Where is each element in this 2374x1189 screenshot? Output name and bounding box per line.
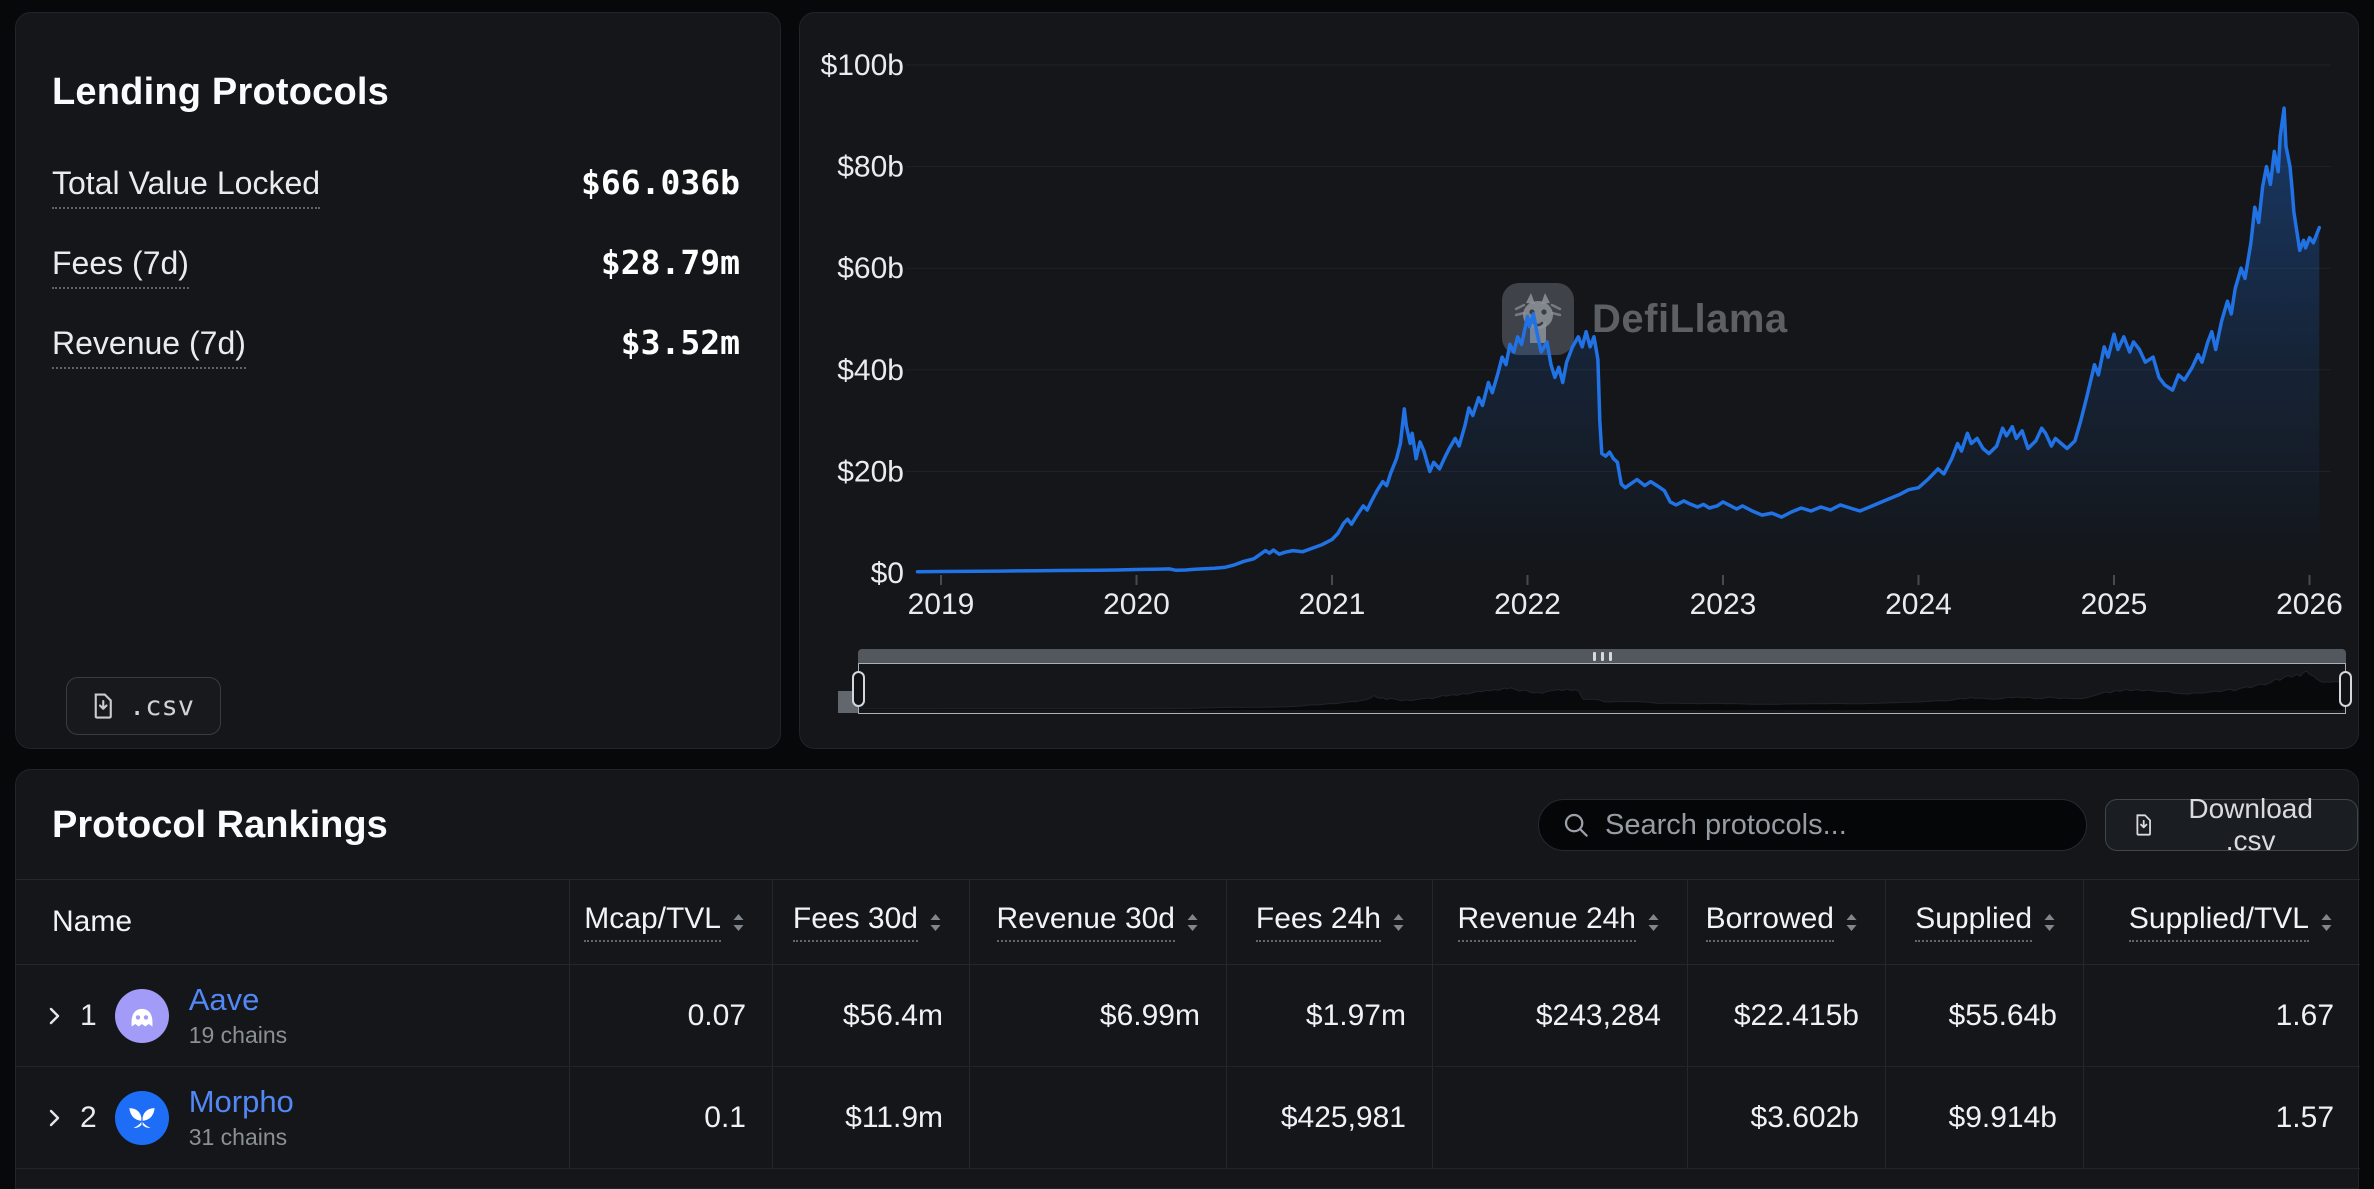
svg-text:2019: 2019 bbox=[908, 588, 975, 621]
csv-download-button[interactable]: .csv bbox=[66, 677, 222, 735]
svg-text:2022: 2022 bbox=[1494, 588, 1561, 621]
protocol-rankings-panel: Protocol Rankings Download .csv Name Mca… bbox=[15, 769, 2360, 1189]
cell-supplied-tvl: 1.67 bbox=[2275, 998, 2334, 1032]
svg-text:2020: 2020 bbox=[1103, 588, 1170, 621]
stat-row: Revenue (7d) $3.52m bbox=[52, 323, 740, 369]
column-header-fees-30d[interactable]: Fees 30d bbox=[773, 880, 970, 964]
download-csv-button[interactable]: Download .csv bbox=[2105, 793, 2358, 856]
sort-icon bbox=[733, 913, 744, 931]
cell-revenue-30d: $6.99m bbox=[970, 965, 1227, 1066]
stat-label-tvl[interactable]: Total Value Locked bbox=[52, 165, 321, 209]
svg-text:$20b: $20b bbox=[837, 455, 904, 488]
cell-revenue-24h: $243,284 bbox=[1433, 965, 1688, 1066]
page-title: Lending Protocols bbox=[52, 71, 389, 113]
table-row-aave: 1 Aave 19 chains 0.07 $56.4m $6.99m $1.9… bbox=[16, 965, 2360, 1067]
rankings-title: Protocol Rankings bbox=[52, 804, 388, 846]
protocol-link-morpho[interactable]: Morpho bbox=[188, 1084, 294, 1119]
svg-text:2025: 2025 bbox=[2081, 588, 2148, 621]
lending-protocols-panel: Lending Protocols Total Value Locked $66… bbox=[15, 12, 781, 749]
brush-drag-bar[interactable] bbox=[858, 649, 2346, 663]
svg-text:2026: 2026 bbox=[2276, 588, 2343, 621]
column-header-name: Name bbox=[16, 880, 570, 964]
cell-fees-30d: $56.4m bbox=[773, 965, 970, 1066]
protocol-chains: 19 chains bbox=[188, 1022, 288, 1048]
svg-text:2024: 2024 bbox=[1885, 588, 1952, 621]
tvl-chart-panel: DefiLlama $0 $20b $40b $60b $80b $100b 2019 202… bbox=[799, 12, 2359, 749]
cell-fees-30d: $11.9m bbox=[773, 1067, 970, 1168]
cell-fees-24h: $425,981 bbox=[1227, 1067, 1433, 1168]
rank-number: 2 bbox=[80, 1100, 97, 1134]
morpho-logo-icon bbox=[114, 1090, 169, 1145]
cell-supplied-tvl: 1.57 bbox=[2275, 1100, 2334, 1134]
cell-borrowed: $22.415b bbox=[1688, 965, 1886, 1066]
brush-grip-icon bbox=[1592, 651, 1596, 661]
search-protocols-input[interactable] bbox=[1605, 808, 2064, 842]
sort-icon bbox=[1846, 913, 1857, 931]
expand-chevron-icon[interactable] bbox=[42, 1004, 66, 1028]
brush-grip-icon bbox=[1600, 651, 1604, 661]
brush-selection-window[interactable] bbox=[858, 663, 2346, 714]
column-header-revenue-24h[interactable]: Revenue 24h bbox=[1433, 880, 1688, 964]
column-header-fees-24h[interactable]: Fees 24h bbox=[1227, 880, 1433, 964]
stat-value-tvl: $66.036b bbox=[581, 163, 740, 202]
stat-label-fees-7d[interactable]: Fees (7d) bbox=[52, 245, 189, 289]
stat-row: Fees (7d) $28.79m bbox=[52, 243, 740, 289]
stat-value-revenue-7d: $3.52m bbox=[620, 323, 740, 362]
file-download-icon bbox=[2136, 814, 2151, 836]
cell-borrowed: $3.602b bbox=[1688, 1067, 1886, 1168]
cell-revenue-30d bbox=[970, 1067, 1227, 1168]
expand-chevron-icon[interactable] bbox=[42, 1106, 66, 1130]
tvl-area-chart: $0 $20b $40b $60b $80b $100b 2019 2020 2021 2022 2… bbox=[821, 49, 2343, 621]
table-row-morpho: 2 Morpho 31 chains 0.1 $11.9m $425,981 $… bbox=[16, 1067, 2360, 1169]
cell-supplied: $9.914b bbox=[1886, 1067, 2084, 1168]
cell-supplied: $55.64b bbox=[1886, 965, 2084, 1066]
svg-text:$100b: $100b bbox=[821, 49, 904, 82]
csv-button-label: .csv bbox=[129, 690, 195, 722]
search-icon bbox=[1564, 813, 1588, 837]
watermark-text: DefiLlama bbox=[1592, 296, 1788, 341]
column-header-borrowed[interactable]: Borrowed bbox=[1688, 880, 1886, 964]
download-csv-label: Download .csv bbox=[2188, 793, 2313, 856]
brush-grip-icon bbox=[1608, 651, 1612, 661]
protocol-link-aave[interactable]: Aave bbox=[188, 982, 260, 1017]
sort-icon bbox=[1393, 913, 1404, 931]
stat-row: Total Value Locked $66.036b bbox=[52, 163, 740, 209]
cell-mcap-tvl: 0.07 bbox=[570, 965, 773, 1066]
column-header-mcap-tvl[interactable]: Mcap/TVL bbox=[570, 880, 773, 964]
cell-mcap-tvl: 0.1 bbox=[570, 1067, 773, 1168]
rank-number: 1 bbox=[80, 998, 97, 1032]
svg-text:$40b: $40b bbox=[837, 354, 904, 387]
svg-text:$0: $0 bbox=[871, 557, 904, 590]
sort-icon bbox=[2321, 913, 2332, 931]
sort-icon bbox=[930, 913, 941, 931]
svg-text:$80b: $80b bbox=[837, 151, 904, 184]
cell-revenue-24h bbox=[1433, 1067, 1688, 1168]
column-header-supplied[interactable]: Supplied bbox=[1886, 880, 2084, 964]
cell-fees-24h: $1.97m bbox=[1227, 965, 1433, 1066]
svg-text:2021: 2021 bbox=[1299, 588, 1366, 621]
sort-icon bbox=[1648, 913, 1659, 931]
table-header-row: Name Mcap/TVL Fees 30d Revenue 30d Fees … bbox=[16, 879, 2360, 965]
file-download-icon bbox=[94, 693, 112, 719]
aave-logo-icon bbox=[114, 988, 169, 1043]
brush-mini-chart bbox=[858, 670, 2344, 711]
svg-text:$60b: $60b bbox=[837, 252, 904, 285]
sort-icon bbox=[2044, 913, 2055, 931]
sort-icon bbox=[1187, 913, 1198, 931]
column-header-revenue-30d[interactable]: Revenue 30d bbox=[970, 880, 1227, 964]
brush-left-handle[interactable] bbox=[852, 671, 865, 707]
search-protocols[interactable] bbox=[1538, 799, 2087, 851]
defillama-watermark: DefiLlama bbox=[1500, 281, 1788, 357]
stat-label-revenue-7d[interactable]: Revenue (7d) bbox=[52, 325, 246, 369]
stat-value-fees-7d: $28.79m bbox=[600, 243, 740, 282]
stats-list: Total Value Locked $66.036b Fees (7d) $2… bbox=[52, 163, 740, 403]
brush-right-handle[interactable] bbox=[2339, 671, 2352, 707]
chart-zoom-brush[interactable] bbox=[838, 649, 2352, 719]
svg-text:2023: 2023 bbox=[1690, 588, 1757, 621]
column-header-supplied-tvl[interactable]: Supplied/TVL bbox=[2084, 880, 2360, 964]
protocol-chains: 31 chains bbox=[188, 1124, 288, 1150]
